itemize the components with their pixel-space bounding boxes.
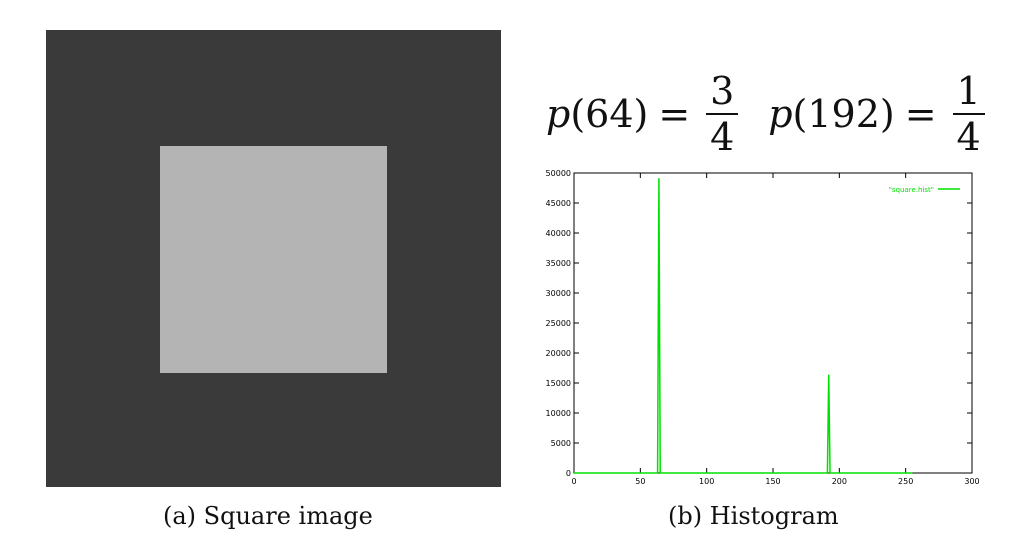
x-tick-label: 250 [898,477,913,486]
series-line [574,178,913,474]
legend-label: "square.hist" [889,186,934,194]
y-tick-label: 45000 [546,199,571,208]
y-tick-label: 35000 [546,259,571,268]
x-tick-label: 200 [832,477,847,486]
probability-equation: p (64) = 3 4 p (192) = 1 4 [546,66,991,162]
inner-square [160,146,387,373]
eq-term2-equals: = [904,92,937,136]
y-tick-label: 0 [566,469,571,478]
eq-term2-fraction: 1 4 [952,69,985,159]
fraction-bar [706,113,739,115]
eq-term2-denominator: 4 [956,115,981,159]
y-tick-label: 30000 [546,289,571,298]
eq-term1-fraction: 3 4 [706,69,739,159]
y-tick-label: 5000 [551,439,571,448]
eq-term1-denominator: 4 [710,115,735,159]
x-tick-label: 50 [635,477,645,486]
fraction-bar [952,113,985,115]
y-tick-label: 25000 [546,319,571,328]
square-image [46,30,501,487]
eq-term1-numerator: 3 [710,69,735,113]
eq-term1-fn: p [546,92,571,136]
x-tick-label: 300 [964,477,979,486]
eq-term2-fn: p [768,92,793,136]
histogram-chart: 0 50 100 150 200 250 300 0 5000 10000 15000 20000 25… [546,169,980,486]
eq-term1-arg: (64) [570,92,649,136]
plot-frame [573,172,973,474]
y-tick-label: 10000 [546,409,571,418]
x-tick-label: 150 [765,477,780,486]
y-tick-label: 40000 [546,229,571,238]
y-tick-label: 50000 [546,169,571,178]
y-tick-label: 15000 [546,379,571,388]
eq-term2-numerator: 1 [956,69,981,113]
eq-term1-equals: = [658,92,691,136]
x-tick-label: 100 [699,477,714,486]
caption-square-image: (a) Square image [163,502,373,530]
eq-term2-arg: (192) [792,92,895,136]
y-tick-label: 20000 [546,349,571,358]
caption-histogram: (b) Histogram [668,502,839,530]
x-tick-label: 0 [571,477,576,486]
